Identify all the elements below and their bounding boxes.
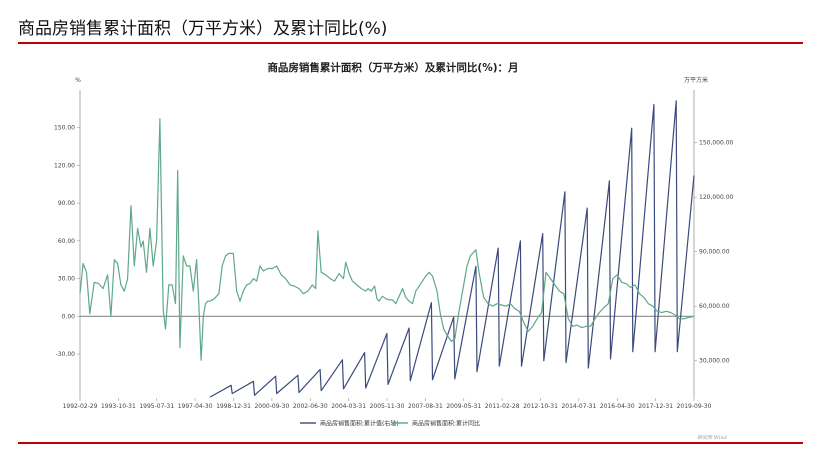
- legend: 商品房销售面积:累计值(右轴) 商品房销售面积:累计同比: [300, 420, 480, 428]
- x-tick-label: 2002-06-30: [293, 403, 328, 410]
- right-tick-label: 120,000.00: [699, 194, 734, 201]
- page-title: 商品房销售累计面积（万平方米）及累计同比(%): [18, 19, 388, 39]
- x-tick-label: 1992-02-29: [63, 403, 98, 410]
- x-tick-label: 2009-05-31: [446, 403, 481, 410]
- x-axis-ticks: 1992-02-29 1993-10-31 1995-07-31 1997-04-30…: [63, 398, 712, 410]
- right-tick-label: 60,000.00: [699, 303, 730, 310]
- x-tick-label: 1995-07-31: [139, 403, 174, 410]
- x-tick-label: 1997-04-30: [178, 403, 213, 410]
- title-divider: [18, 42, 803, 44]
- watermark: 研究所 Wind: [697, 434, 727, 441]
- x-tick-label: 2014-07-31: [561, 403, 596, 410]
- left-tick-label: 90.00: [58, 200, 75, 207]
- x-tick-label: 2012-10-31: [523, 403, 558, 410]
- right-axis-unit: 万平方米: [684, 76, 708, 84]
- right-tick-label: 90,000.00: [699, 249, 730, 256]
- x-tick-label: 2007-08-31: [408, 403, 443, 410]
- right-tick-label: 30,000.00: [699, 358, 730, 365]
- x-tick-label: 2016-04-30: [600, 403, 635, 410]
- series-line-yoy: [79, 118, 695, 361]
- left-tick-label: -30.00: [56, 351, 76, 358]
- left-axis-unit: %: [75, 77, 81, 84]
- x-tick-label: 2000-09-30: [254, 403, 289, 410]
- left-tick-label: 0.00: [62, 313, 76, 320]
- x-tick-label: 2005-11-30: [370, 403, 405, 410]
- x-tick-label: 2004-03-31: [331, 403, 366, 410]
- left-axis-ticks: 150.00 120.00 90.00 60.00 30.00 0.00 -30.00: [54, 125, 80, 358]
- legend-label-area: 商品房销售面积:累计值(右轴): [320, 420, 399, 428]
- series-layer: [79, 100, 695, 398]
- legend-label-yoy: 商品房销售面积:累计同比: [412, 420, 480, 428]
- x-tick-label: 2019-09-30: [677, 403, 712, 410]
- right-axis-ticks: 150,000.00 120,000.00 90,000.00 60,000.00 30…: [694, 140, 734, 365]
- x-tick-label: 2017-12-31: [638, 403, 673, 410]
- x-tick-label: 1993-10-31: [101, 403, 136, 410]
- chart-title: 商品房销售累计面积（万平方米）及累计同比(%)：月: [267, 61, 518, 74]
- left-tick-label: 120.00: [54, 162, 75, 169]
- x-tick-label: 1998-12-31: [216, 403, 251, 410]
- footer-divider: [18, 442, 803, 444]
- left-tick-label: 30.00: [58, 276, 75, 283]
- x-tick-label: 2011-02-28: [485, 403, 520, 410]
- right-tick-label: 150,000.00: [699, 140, 734, 147]
- series-line-area-cumulative: [209, 100, 695, 398]
- left-tick-label: 150.00: [54, 125, 75, 132]
- left-tick-label: 60.00: [58, 238, 75, 245]
